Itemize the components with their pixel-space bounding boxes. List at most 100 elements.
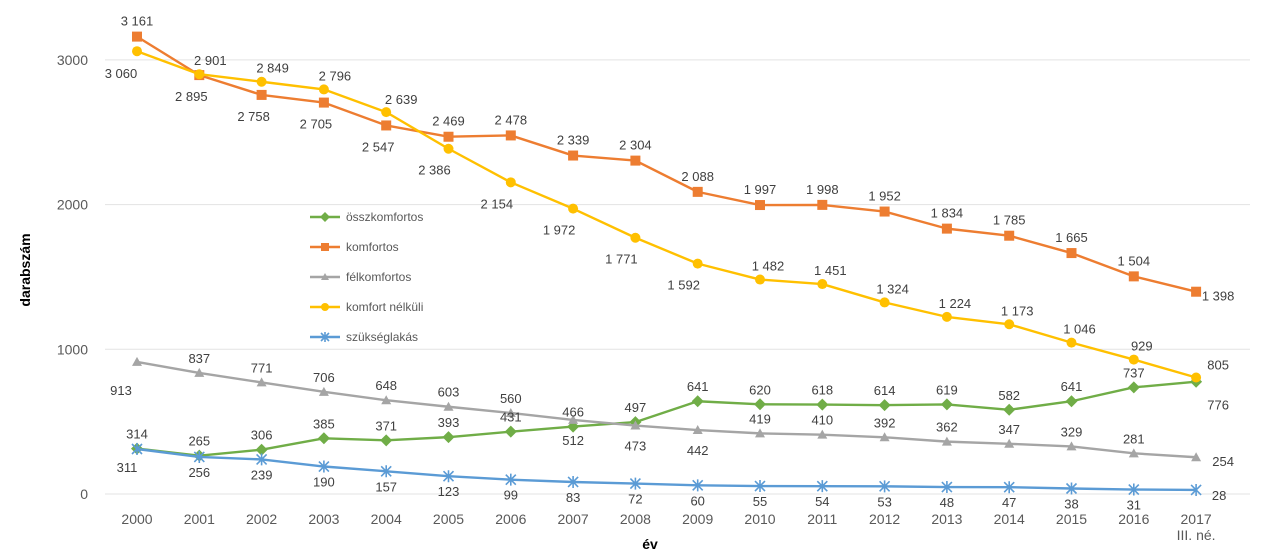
- data-label: 53: [877, 494, 891, 509]
- data-label: 60: [690, 493, 704, 508]
- data-point: [319, 84, 329, 94]
- data-label: 641: [687, 379, 709, 394]
- legend-item: komfort nélküli: [310, 300, 423, 314]
- data-label: 2 758: [237, 109, 270, 124]
- data-point: [318, 432, 330, 444]
- data-label: 2 154: [481, 196, 514, 211]
- x-tick-label: 2008: [620, 511, 651, 527]
- data-label: 254: [1212, 454, 1234, 469]
- data-point: [1128, 381, 1140, 393]
- data-label: 47: [1002, 495, 1016, 510]
- data-label: 329: [1061, 424, 1083, 439]
- data-point: [1067, 338, 1077, 348]
- data-label: 560: [500, 391, 522, 406]
- data-label: 648: [375, 378, 397, 393]
- data-point: [755, 200, 765, 210]
- data-label: 347: [998, 422, 1020, 437]
- data-label: 1 785: [993, 213, 1026, 228]
- data-label: 706: [313, 370, 335, 385]
- series-komfortos: [132, 32, 1201, 297]
- x-tick-label: 2000: [121, 511, 152, 527]
- data-label: 362: [936, 420, 958, 435]
- data-point: [506, 130, 516, 140]
- y-tick-label: 3000: [57, 52, 88, 68]
- data-label: 419: [749, 411, 771, 426]
- data-label: 2 547: [362, 139, 395, 154]
- data-point: [942, 224, 952, 234]
- data-point: [257, 90, 267, 100]
- data-label: 1 997: [744, 182, 777, 197]
- data-point: [1066, 395, 1078, 407]
- series-lines: [131, 32, 1202, 496]
- data-point: [506, 177, 516, 187]
- y-tick-label: 2000: [57, 197, 88, 213]
- data-label: 2 849: [256, 61, 289, 76]
- legend-label: komfortos: [346, 240, 399, 254]
- data-label: 1 224: [939, 296, 972, 311]
- data-label: 392: [874, 415, 896, 430]
- data-point: [630, 156, 640, 166]
- data-label: 1 998: [806, 182, 839, 197]
- data-point: [381, 107, 391, 117]
- data-point: [816, 399, 828, 411]
- y-axis-ticks: 0 1000 2000 3000: [57, 52, 88, 502]
- series-összkomfortos: [131, 376, 1202, 462]
- data-label: 1 504: [1118, 253, 1151, 268]
- data-point: [257, 77, 267, 87]
- legend-label: összkomfortos: [346, 210, 423, 224]
- x-tick-label: 2005: [433, 511, 464, 527]
- data-point: [880, 297, 890, 307]
- data-label: 123: [438, 484, 460, 499]
- data-point: [1067, 248, 1077, 258]
- data-point: [444, 144, 454, 154]
- data-label: 385: [313, 416, 335, 431]
- data-label: 265: [188, 434, 210, 449]
- x-tick-label: 2012: [869, 511, 900, 527]
- x-axis-ticks: 2000 2001 2002 2003 2004 2005 2006 2007 2008 2009…: [121, 511, 1215, 543]
- data-label: 837: [188, 351, 210, 366]
- data-label: 1 324: [876, 281, 909, 296]
- data-label: 2 901: [194, 53, 227, 68]
- data-label: 2 705: [300, 117, 333, 132]
- data-label: 431: [500, 410, 522, 425]
- data-label: 619: [936, 382, 958, 397]
- data-label: 3 161: [121, 14, 154, 29]
- data-point: [1129, 271, 1139, 281]
- series-szükséglakás: [132, 443, 1201, 496]
- data-label: 1 972: [543, 223, 576, 238]
- data-point: [880, 207, 890, 217]
- legend-label: komfort nélküli: [346, 300, 423, 314]
- data-label: 1 771: [605, 252, 638, 267]
- data-label: 512: [562, 433, 584, 448]
- x-axis-title: év: [642, 536, 658, 552]
- data-point: [692, 395, 704, 407]
- legend-label: félkomfortos: [346, 270, 411, 284]
- data-point: [321, 303, 329, 311]
- data-point: [1003, 404, 1015, 416]
- data-label: 371: [375, 418, 397, 433]
- data-label: 466: [562, 405, 584, 420]
- data-label: 1 173: [1001, 303, 1034, 318]
- x-tick-label: 2017: [1181, 511, 1212, 527]
- data-label: 2 639: [385, 92, 418, 107]
- x-tick-label: 2013: [931, 511, 962, 527]
- x-tick-label: 2002: [246, 511, 277, 527]
- data-label: 641: [1061, 379, 1083, 394]
- data-label: 1 952: [868, 189, 901, 204]
- data-label: 1 592: [667, 278, 700, 293]
- data-label: 54: [815, 494, 829, 509]
- data-label: 603: [438, 385, 460, 400]
- data-label: 28: [1212, 488, 1226, 503]
- legend-item: komfortos: [310, 240, 399, 254]
- data-labels: 314 265 306 385 371 393 431 466 497 641 620 618 614 6…: [105, 14, 1235, 513]
- data-point: [1191, 373, 1201, 383]
- x-tick-label: 2009: [682, 511, 713, 527]
- data-point: [630, 233, 640, 243]
- data-label: 314: [126, 427, 148, 442]
- data-point: [1004, 319, 1014, 329]
- legend-item: félkomfortos: [310, 270, 411, 284]
- data-label: 2 478: [495, 112, 528, 127]
- legend: összkomfortos komfortos félkomfortos komfor…: [310, 210, 423, 344]
- data-label: 306: [251, 428, 273, 443]
